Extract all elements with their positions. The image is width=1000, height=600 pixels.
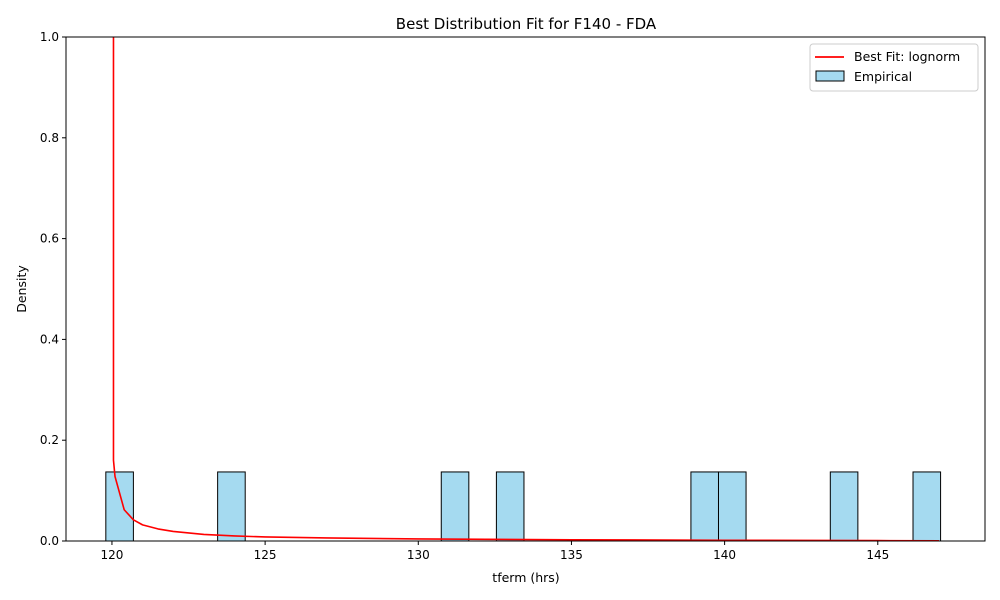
histogram-bar [105,471,134,542]
x-axis-ticks: 120 125 130 135 140 145 [100,541,889,562]
legend-label-empirical: Empirical [854,69,912,84]
histogram-bars [105,471,942,542]
legend-label-fit: Best Fit: lognorm [854,49,960,64]
x-tick-label: 125 [254,548,277,562]
x-tick-label: 130 [407,548,430,562]
legend-swatch-histogram [815,70,845,82]
fit-line-lognorm [112,37,940,542]
chart-title: Best Distribution Fit for F140 - FDA [396,15,657,33]
y-tick-label: 1.0 [40,30,59,44]
x-tick-label: 145 [866,548,889,562]
y-tick-label: 0.8 [40,131,59,145]
histogram-bar [690,471,719,542]
legend-frame [809,43,979,92]
histogram-bar [912,471,942,542]
y-tick-label: 0.0 [40,534,59,548]
legend: Best Fit: lognorm Empirical [809,43,979,92]
x-tick-label: 120 [100,548,123,562]
histogram-bar [217,471,246,542]
fit-lines [112,37,940,542]
y-tick-label: 0.6 [40,232,59,246]
histogram-bar [440,471,470,542]
y-axis-ticks: 0.0 0.2 0.4 0.6 0.8 1.0 [40,30,66,548]
x-tick-label: 140 [713,548,736,562]
y-tick-label: 0.2 [40,433,59,447]
y-tick-label: 0.4 [40,332,59,346]
plot-area [65,36,986,542]
histogram-bar [829,471,859,542]
x-axis-label: tferm (hrs) [492,570,559,585]
histogram-bar [717,471,747,542]
histogram-bar [495,471,525,542]
x-tick-label: 135 [560,548,583,562]
axes-frame [65,36,986,542]
y-axis-label: Density [14,265,29,313]
